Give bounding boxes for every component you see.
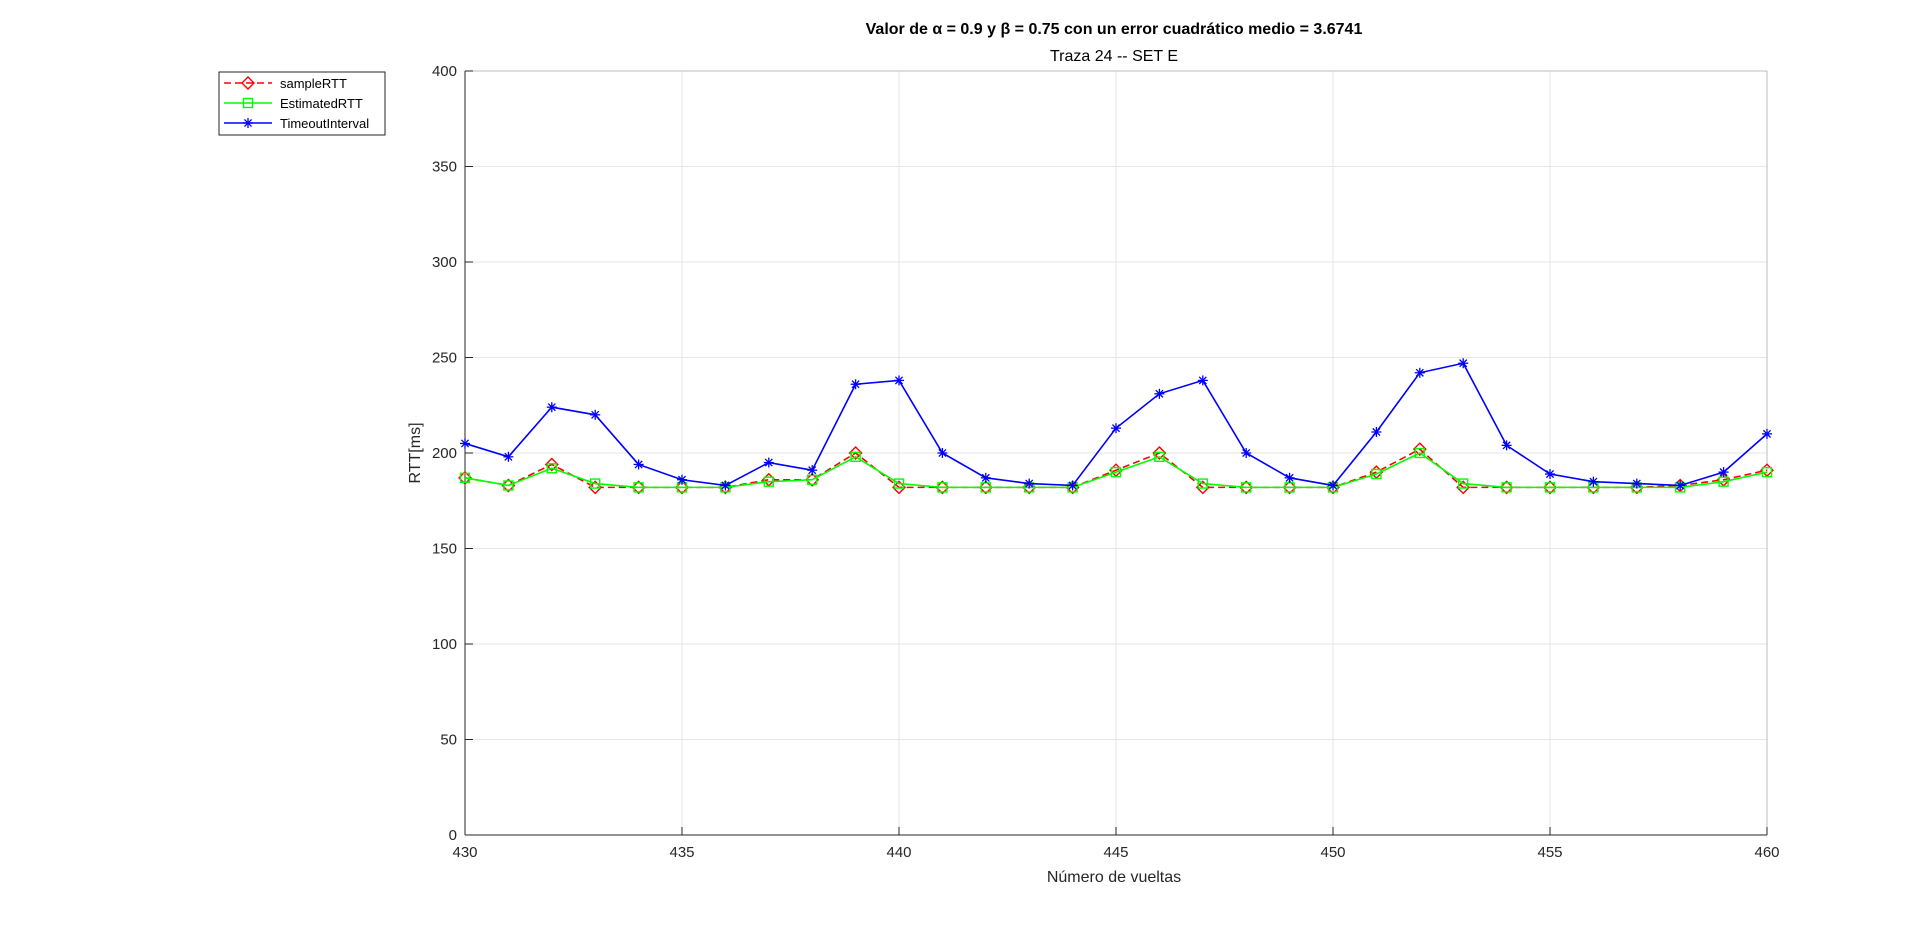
y-tick-label: 150 bbox=[432, 541, 457, 558]
data-point-EstimatedRTT bbox=[459, 472, 471, 484]
series-EstimatedRTT bbox=[459, 447, 1773, 493]
data-point-TimeoutInterval bbox=[937, 448, 948, 458]
x-ticks: 430 435 440 445 450 455 460 bbox=[452, 827, 1780, 861]
data-point-TimeoutInterval bbox=[590, 409, 601, 420]
data-point-TimeoutInterval bbox=[1241, 448, 1252, 458]
x-tick-label: 435 bbox=[669, 844, 694, 861]
data-point-TimeoutInterval bbox=[1718, 467, 1729, 478]
data-point-TimeoutInterval bbox=[1024, 478, 1035, 489]
data-point-EstimatedRTT bbox=[1414, 447, 1426, 459]
x-tick-label: 445 bbox=[1103, 844, 1128, 861]
data-point-TimeoutInterval bbox=[763, 457, 774, 468]
legend-marker bbox=[241, 76, 255, 90]
x-tick-label: 460 bbox=[1754, 844, 1779, 861]
data-point-TimeoutInterval bbox=[1067, 480, 1078, 491]
data-point-EstimatedRTT bbox=[1371, 468, 1382, 480]
y-tick-label: 300 bbox=[432, 254, 457, 271]
y-tick-label: 100 bbox=[432, 636, 457, 653]
data-point-TimeoutInterval bbox=[1545, 469, 1555, 480]
data-point-TimeoutInterval bbox=[980, 472, 991, 483]
y-ticks: 0 50 100 150 200 250 300 350 400 bbox=[432, 63, 473, 844]
legend: sampleRTT EstimatedRTT TimeoutInterval bbox=[218, 71, 386, 136]
data-point-EstimatedRTT bbox=[1544, 482, 1556, 493]
data-point-TimeoutInterval bbox=[1501, 440, 1512, 451]
legend-entry-sampleRTT: sampleRTT bbox=[224, 76, 347, 91]
data-point-TimeoutInterval bbox=[677, 474, 687, 485]
y-axis-label: RTT[ms] bbox=[407, 422, 424, 483]
data-point-TimeoutInterval bbox=[1111, 423, 1121, 434]
x-tick-label: 455 bbox=[1537, 844, 1562, 861]
y-tick-label: 200 bbox=[432, 445, 457, 462]
data-point-EstimatedRTT bbox=[1110, 466, 1122, 478]
grid bbox=[464, 70, 1768, 836]
y-tick-label: 0 bbox=[449, 827, 457, 844]
chart-title: Valor de α = 0.9 y β = 0.75 con un error… bbox=[866, 21, 1363, 38]
data-point-EstimatedRTT bbox=[633, 482, 644, 493]
data-point-EstimatedRTT bbox=[1457, 478, 1469, 489]
data-point-TimeoutInterval bbox=[546, 402, 557, 413]
series-layer bbox=[458, 358, 1774, 495]
data-point-TimeoutInterval bbox=[1631, 478, 1642, 489]
series-line-EstimatedRTT bbox=[464, 452, 1768, 489]
y-tick-label: 50 bbox=[440, 732, 457, 749]
data-point-TimeoutInterval bbox=[1284, 472, 1295, 483]
data-point-TimeoutInterval bbox=[1154, 388, 1165, 399]
data-point-TimeoutInterval bbox=[1371, 426, 1382, 437]
data-point-sampleRTT bbox=[848, 446, 863, 460]
data-point-EstimatedRTT bbox=[850, 451, 861, 463]
data-point-TimeoutInterval bbox=[1458, 358, 1469, 369]
legend-marker bbox=[243, 118, 253, 128]
data-point-TimeoutInterval bbox=[1197, 375, 1208, 386]
data-point-TimeoutInterval bbox=[633, 459, 644, 470]
data-point-EstimatedRTT bbox=[590, 478, 601, 489]
data-point-EstimatedRTT bbox=[1240, 482, 1252, 493]
data-point-TimeoutInterval bbox=[460, 438, 470, 449]
x-tick-label: 440 bbox=[886, 844, 911, 861]
data-point-TimeoutInterval bbox=[807, 465, 818, 476]
data-point-EstimatedRTT bbox=[503, 480, 514, 491]
legend-entries: sampleRTT EstimatedRTT TimeoutInterval bbox=[224, 76, 369, 131]
data-point-TimeoutInterval bbox=[850, 379, 861, 390]
y-tick-label: 250 bbox=[432, 350, 457, 367]
data-point-TimeoutInterval bbox=[1414, 367, 1425, 378]
data-point-TimeoutInterval bbox=[503, 451, 514, 462]
data-point-TimeoutInterval bbox=[1328, 480, 1338, 491]
y-tick-label: 350 bbox=[432, 159, 457, 176]
data-point-EstimatedRTT bbox=[1284, 482, 1295, 493]
chart-subtitle: Traza 24 -- SET E bbox=[1050, 48, 1178, 65]
data-point-EstimatedRTT bbox=[807, 474, 818, 485]
x-axis-label: Número de vueltas bbox=[1047, 869, 1181, 886]
data-point-TimeoutInterval bbox=[1588, 476, 1599, 487]
legend-marker bbox=[242, 97, 254, 109]
data-point-EstimatedRTT bbox=[1718, 476, 1729, 487]
data-point-EstimatedRTT bbox=[763, 476, 774, 487]
data-point-TimeoutInterval bbox=[894, 375, 904, 386]
data-point-sampleRTT bbox=[1152, 446, 1167, 460]
data-point-EstimatedRTT bbox=[937, 482, 948, 493]
data-point-sampleRTT bbox=[544, 457, 559, 472]
x-tick-label: 450 bbox=[1320, 844, 1345, 861]
data-point-sampleRTT bbox=[1412, 442, 1427, 457]
data-point-EstimatedRTT bbox=[980, 482, 991, 493]
legend-entry-TimeoutInterval: TimeoutInterval bbox=[224, 116, 369, 131]
data-point-EstimatedRTT bbox=[893, 478, 905, 489]
data-point-EstimatedRTT bbox=[1501, 482, 1512, 493]
data-point-TimeoutInterval bbox=[1675, 480, 1686, 491]
legend-label: EstimatedRTT bbox=[280, 96, 363, 111]
data-point-EstimatedRTT bbox=[1154, 451, 1165, 463]
x-tick-label: 430 bbox=[452, 844, 477, 861]
legend-entry-EstimatedRTT: EstimatedRTT bbox=[224, 96, 363, 111]
data-point-EstimatedRTT bbox=[1761, 466, 1773, 478]
data-point-TimeoutInterval bbox=[720, 480, 731, 491]
legend-label: TimeoutInterval bbox=[280, 116, 369, 131]
data-point-EstimatedRTT bbox=[546, 463, 557, 474]
y-tick-label: 400 bbox=[432, 63, 457, 80]
data-point-TimeoutInterval bbox=[1762, 428, 1772, 439]
series-TimeoutInterval bbox=[460, 358, 1772, 491]
legend-label: sampleRTT bbox=[280, 76, 347, 91]
data-point-EstimatedRTT bbox=[1197, 478, 1209, 489]
